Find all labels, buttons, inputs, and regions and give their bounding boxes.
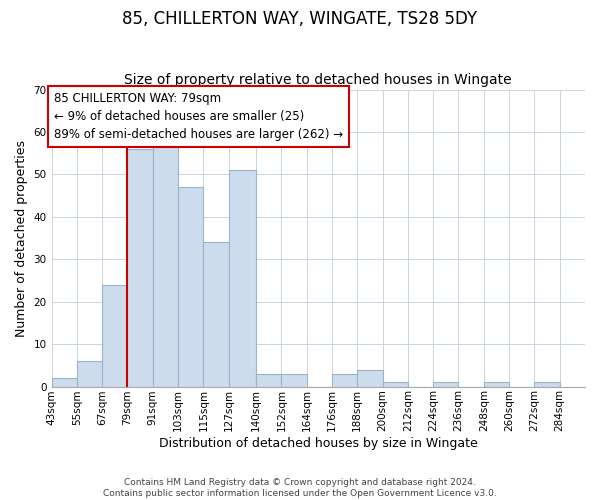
Bar xyxy=(535,382,560,386)
X-axis label: Distribution of detached houses by size in Wingate: Distribution of detached houses by size … xyxy=(159,437,478,450)
Bar xyxy=(77,361,102,386)
Text: 85 CHILLERTON WAY: 79sqm
← 9% of detached houses are smaller (25)
89% of semi-de: 85 CHILLERTON WAY: 79sqm ← 9% of detache… xyxy=(53,92,343,140)
Bar xyxy=(484,382,509,386)
Bar xyxy=(127,149,153,386)
Bar xyxy=(281,374,307,386)
Y-axis label: Number of detached properties: Number of detached properties xyxy=(15,140,28,336)
Bar xyxy=(433,382,458,386)
Bar xyxy=(52,378,77,386)
Bar xyxy=(102,284,127,386)
Bar xyxy=(153,144,178,386)
Bar xyxy=(178,187,203,386)
Text: Contains HM Land Registry data © Crown copyright and database right 2024.
Contai: Contains HM Land Registry data © Crown c… xyxy=(103,478,497,498)
Bar xyxy=(383,382,408,386)
Title: Size of property relative to detached houses in Wingate: Size of property relative to detached ho… xyxy=(124,73,512,87)
Bar xyxy=(256,374,281,386)
Bar xyxy=(203,242,229,386)
Bar xyxy=(332,374,357,386)
Bar xyxy=(357,370,383,386)
Text: 85, CHILLERTON WAY, WINGATE, TS28 5DY: 85, CHILLERTON WAY, WINGATE, TS28 5DY xyxy=(122,10,478,28)
Bar xyxy=(229,170,256,386)
